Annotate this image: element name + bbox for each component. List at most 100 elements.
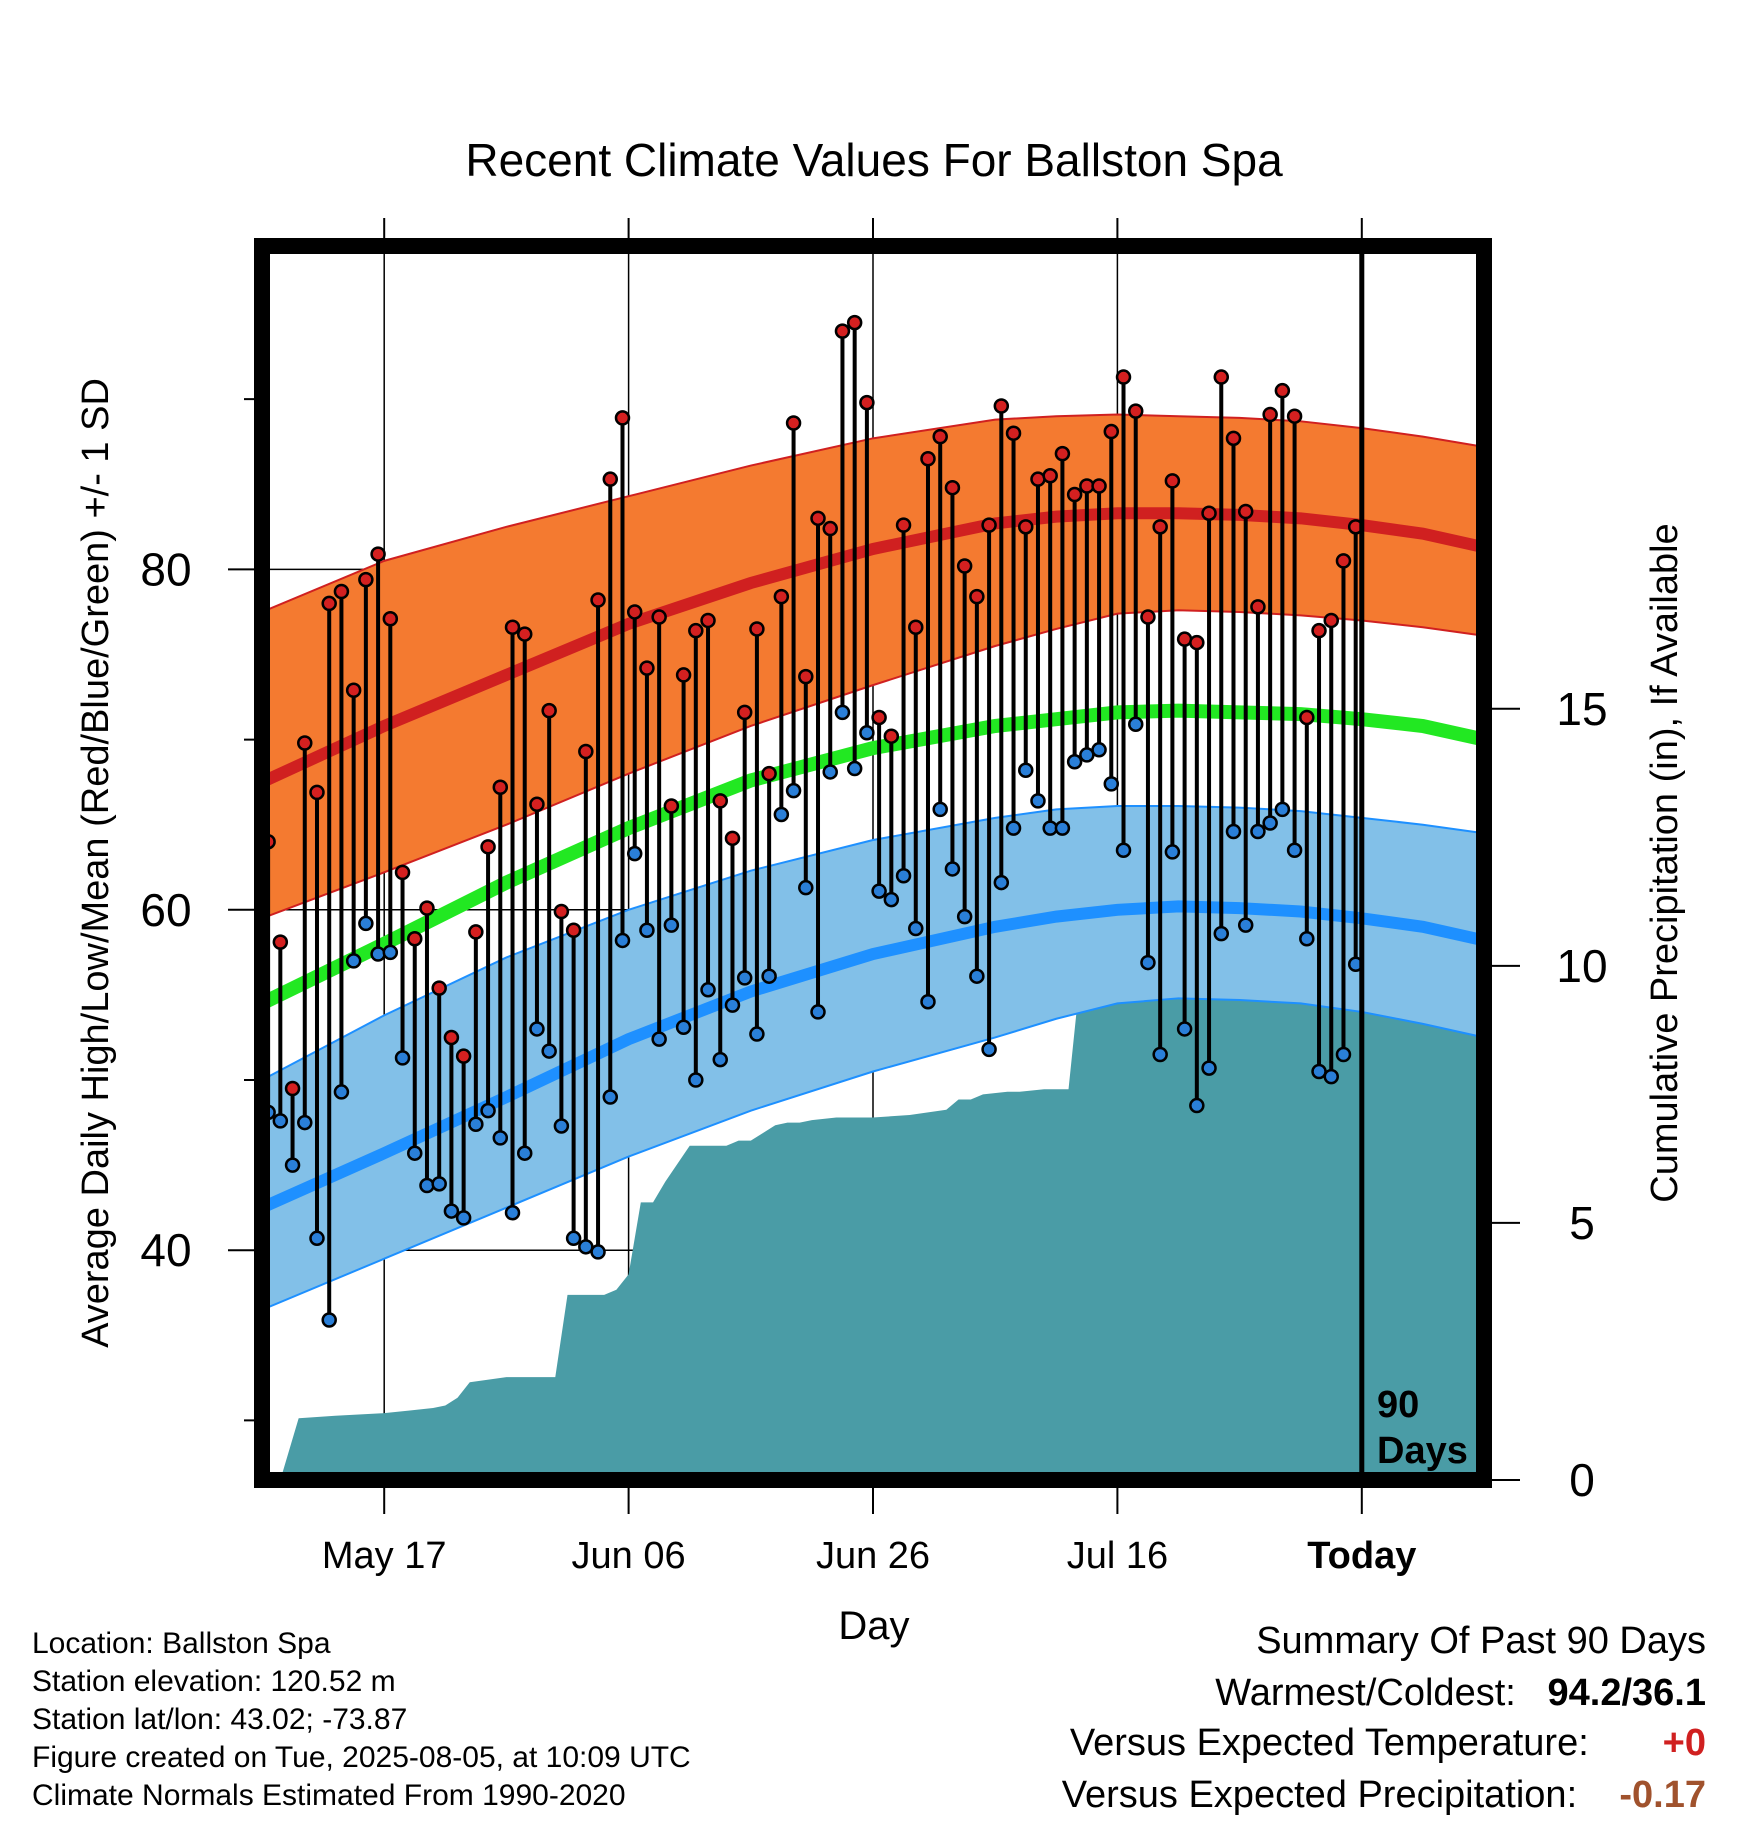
daily-low-point	[1030, 793, 1046, 809]
daily-high-point	[1274, 382, 1291, 399]
daily-low-point	[1005, 820, 1022, 836]
daily-high-point	[749, 621, 765, 637]
daily-low-point	[468, 1116, 484, 1133]
latlon-text: Station lat/lon: 43.02; -73.87	[32, 1703, 408, 1736]
daily-low-point	[688, 1072, 704, 1088]
daily-low-point	[626, 845, 643, 862]
daily-low-point	[1262, 815, 1278, 831]
daily-low-point	[504, 1205, 521, 1221]
normals-text: Climate Normals Estimated From 1990-2020	[32, 1779, 626, 1812]
daily-high-point	[492, 779, 509, 796]
daily-high-point	[1115, 369, 1132, 385]
summary-title: Summary Of Past 90 Days	[1256, 1620, 1706, 1662]
daily-low-point	[1164, 844, 1181, 860]
daily-high-point	[1250, 599, 1266, 615]
daily-low-point	[455, 1210, 472, 1226]
daily-high-point	[1299, 709, 1315, 726]
daily-high-point	[1286, 408, 1303, 424]
daily-low-point	[639, 922, 655, 938]
low-sd-band	[262, 804, 1484, 1311]
daily-low-point	[920, 993, 936, 1010]
high-normal-line	[262, 507, 1484, 788]
x-tick-label: May 17	[322, 1535, 447, 1577]
today-days-word: Days	[1377, 1430, 1468, 1472]
daily-high-point	[834, 323, 851, 339]
daily-high-point	[1201, 505, 1217, 521]
daily-high-point	[553, 903, 570, 920]
daily-high-point	[761, 765, 777, 782]
daily-high-point	[272, 934, 289, 950]
daily-high-point	[394, 864, 411, 881]
daily-high-point	[541, 702, 557, 719]
daily-high-point	[1164, 473, 1181, 489]
precip-label: Versus Expected Precipitation:	[1061, 1774, 1578, 1816]
daily-high-point	[846, 314, 863, 331]
daily-high-point	[651, 609, 667, 625]
daily-low-point	[834, 704, 851, 721]
daily-low-point	[785, 782, 802, 799]
daily-low-point	[541, 1043, 557, 1059]
daily-high-point	[810, 510, 826, 527]
daily-high-point	[1189, 634, 1205, 651]
daily-high-point	[1030, 471, 1046, 487]
daily-low-point	[1274, 801, 1291, 818]
daily-low-point	[394, 1050, 411, 1066]
x-axis-label: Day	[838, 1604, 909, 1648]
daily-high-point	[1152, 519, 1168, 535]
daily-high-point	[480, 839, 496, 855]
daily-high-point	[688, 622, 704, 639]
y2-tick-label: 15	[1556, 683, 1607, 735]
warm-cold-label: Warmest/Coldest:	[1215, 1672, 1516, 1714]
daily-high-point	[297, 735, 313, 751]
daily-high-point	[700, 612, 716, 629]
daily-high-point	[431, 980, 447, 996]
y-tick-label: 40	[140, 1224, 191, 1276]
today-days-number: 90	[1377, 1384, 1419, 1426]
daily-low-point	[993, 874, 1010, 891]
warm-cold-value: 94.2/36.1	[1547, 1672, 1706, 1714]
daily-high-point	[1091, 478, 1107, 494]
daily-low-point	[1201, 1060, 1217, 1076]
daily-high-point	[1066, 486, 1083, 503]
daily-low-point	[1189, 1097, 1205, 1114]
daily-high-point	[1237, 503, 1254, 520]
daily-high-point	[895, 517, 912, 533]
daily-high-point	[822, 520, 838, 537]
daily-low-point	[370, 946, 386, 962]
daily-high-point	[1140, 609, 1156, 625]
daily-low-point	[553, 1118, 570, 1134]
y2-tick-label: 0	[1569, 1454, 1595, 1506]
daily-low-point	[932, 801, 948, 818]
daily-high-point	[859, 394, 875, 411]
daily-low-point	[871, 883, 887, 899]
temp-value: +0	[1662, 1722, 1706, 1764]
daily-low-point	[700, 982, 716, 998]
daily-high-point	[309, 784, 325, 801]
daily-high-point	[883, 728, 900, 744]
daily-low-point	[1335, 1046, 1352, 1063]
daily-low-point	[565, 1230, 582, 1247]
daily-high-point	[1225, 430, 1242, 447]
daily-low-point	[675, 1019, 692, 1035]
daily-low-point	[345, 953, 362, 969]
daily-high-point	[969, 588, 985, 605]
daily-high-point	[871, 709, 887, 726]
daily-high-point	[590, 592, 606, 608]
daily-low-point	[736, 970, 753, 986]
daily-points	[262, 314, 1364, 1328]
daily-low-point	[382, 944, 399, 961]
daily-low-point	[908, 920, 924, 937]
daily-low-point	[419, 1177, 435, 1194]
daily-low-point	[602, 1089, 619, 1105]
temp-label: Versus Expected Temperature:	[1069, 1722, 1589, 1764]
created-text: Figure created on Tue, 2025-08-05, at 10…	[32, 1741, 691, 1774]
mean-normal-line	[262, 703, 1484, 1010]
daily-low-point	[798, 879, 814, 896]
daily-low-point	[1103, 776, 1120, 792]
daily-low-point	[810, 1004, 826, 1020]
daily-low-point	[516, 1145, 533, 1161]
today-label: 90 Days	[1377, 1384, 1468, 1472]
normal-bands	[262, 413, 1484, 1311]
daily-low-point	[1237, 917, 1254, 933]
